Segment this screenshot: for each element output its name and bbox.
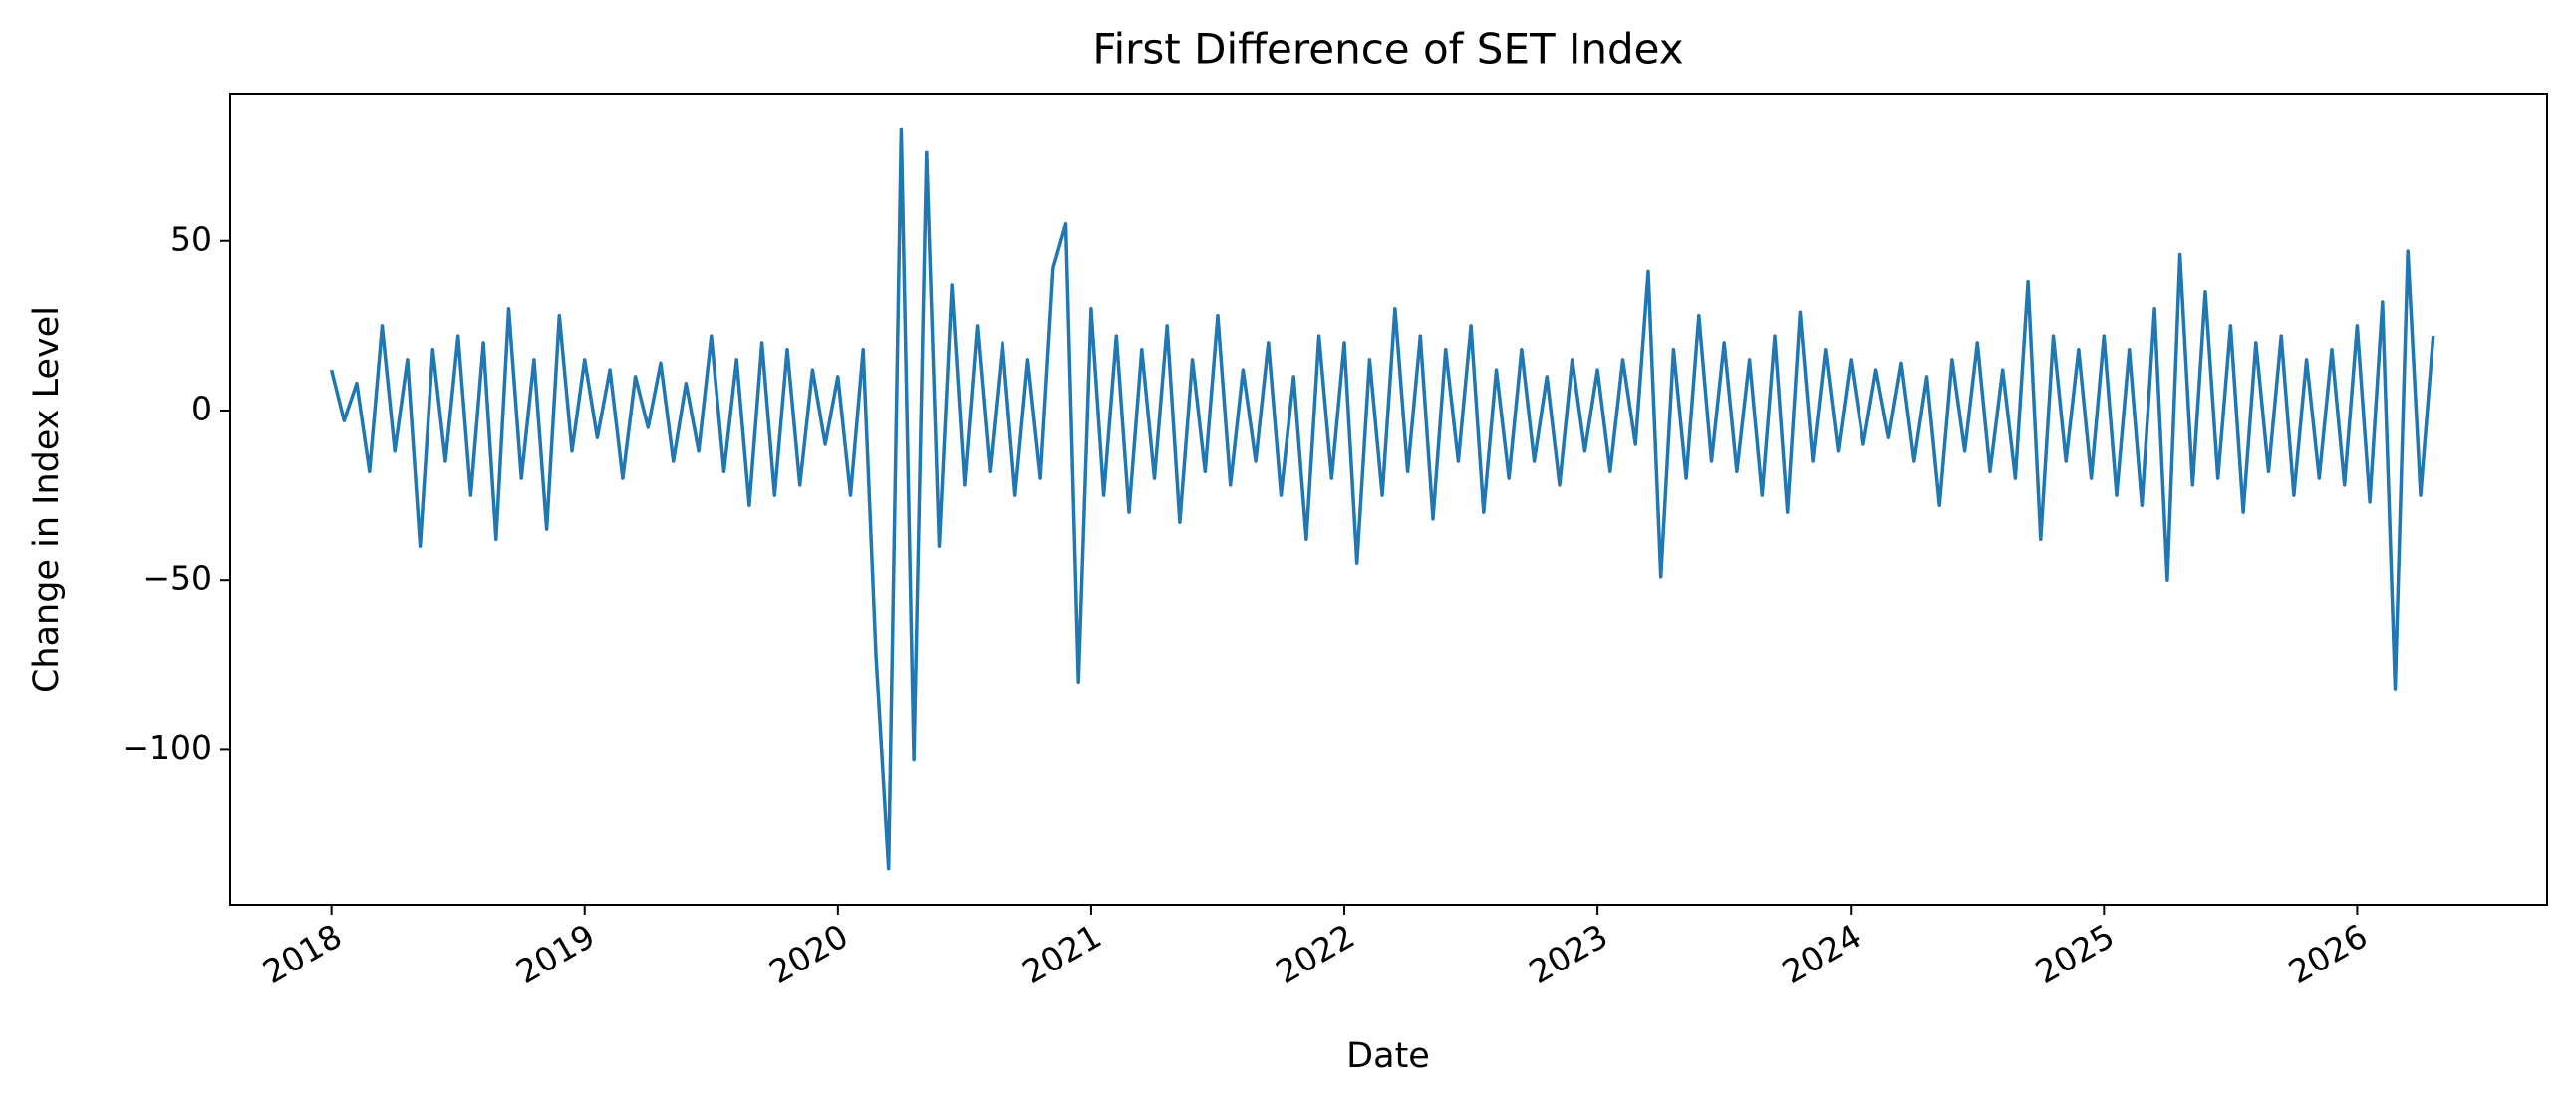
y-tick-label: −100 — [122, 728, 212, 767]
y-axis-label: Change in Index Level — [27, 306, 67, 692]
x-tick-label: 2022 — [1270, 916, 1361, 991]
data-line — [329, 127, 2435, 871]
x-tick-label: 2021 — [1015, 916, 1107, 991]
x-tick-label: 2026 — [2282, 916, 2374, 991]
x-tick-label: 2018 — [256, 916, 348, 991]
y-tick-label: 50 — [170, 219, 212, 258]
x-axis-label: Date — [1346, 1036, 1430, 1076]
y-tick-label: 0 — [191, 389, 212, 427]
x-tick-label: 2024 — [1776, 916, 1867, 991]
x-tick-label: 2025 — [2029, 916, 2121, 991]
x-tick-label: 2020 — [762, 916, 854, 991]
x-tick-label: 2023 — [1523, 916, 1614, 991]
x-tick-label: 2019 — [509, 916, 601, 991]
y-tick-label: −50 — [143, 559, 212, 598]
plot-frame — [229, 93, 2548, 906]
chart-title: First Difference of SET Index — [1092, 25, 1683, 74]
